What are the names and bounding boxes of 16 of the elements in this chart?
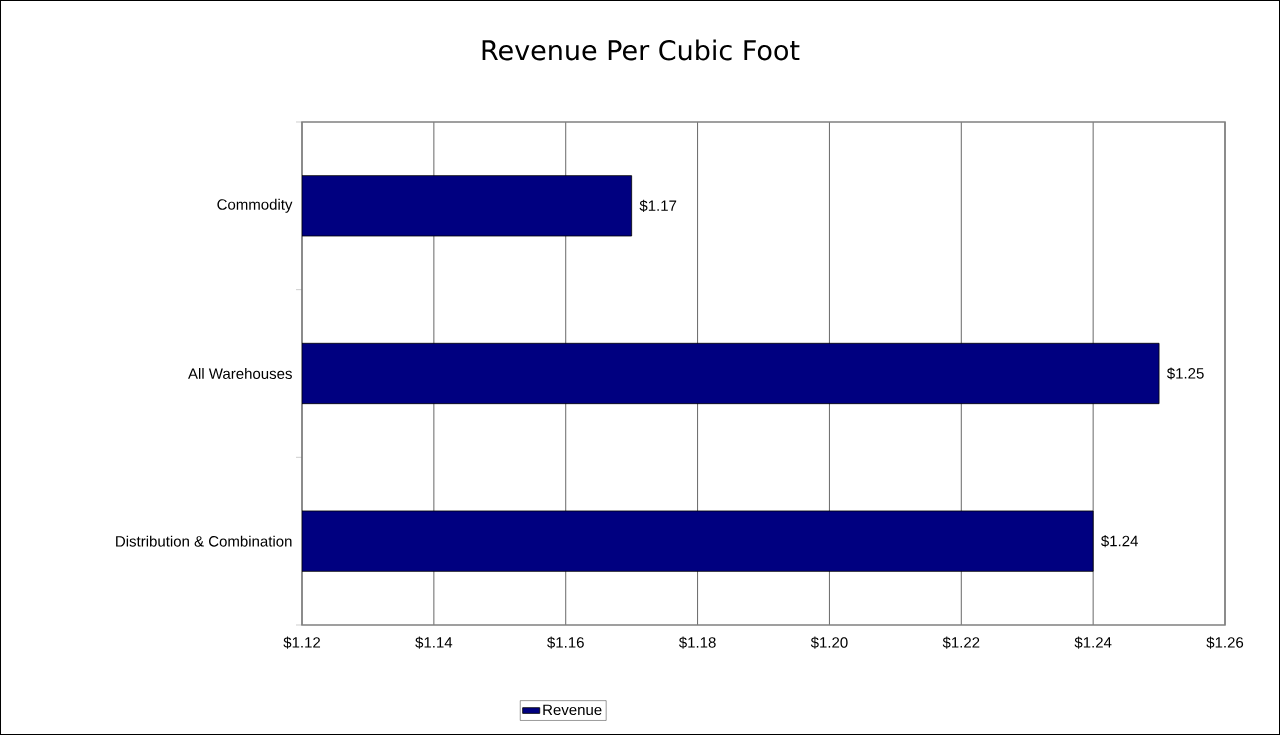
chart-title: Revenue Per Cubic Foot [482,39,800,61]
y-tick-label: All Warehouses [188,367,292,379]
x-tick-label: $1.20 [810,636,848,649]
x-tick-label: $1.16 [547,636,584,649]
data-label: $1.17 [639,199,677,212]
x-tick-label: $1.18 [678,636,716,649]
y-tick-label: Distribution & Combination [116,535,292,547]
y-tick-label: Commodity [217,198,293,213]
legend-label: Revenue [543,704,602,716]
x-tick-label: $1.12 [283,636,321,649]
x-tick-label: $1.24 [1074,636,1112,649]
data-label: $1.24 [1101,535,1138,548]
x-tick-label: $1.26 [1206,636,1244,649]
data-label: $1.25 [1166,367,1204,380]
x-tick-label: $1.22 [942,636,980,649]
x-tick-label: $1.14 [415,636,453,649]
